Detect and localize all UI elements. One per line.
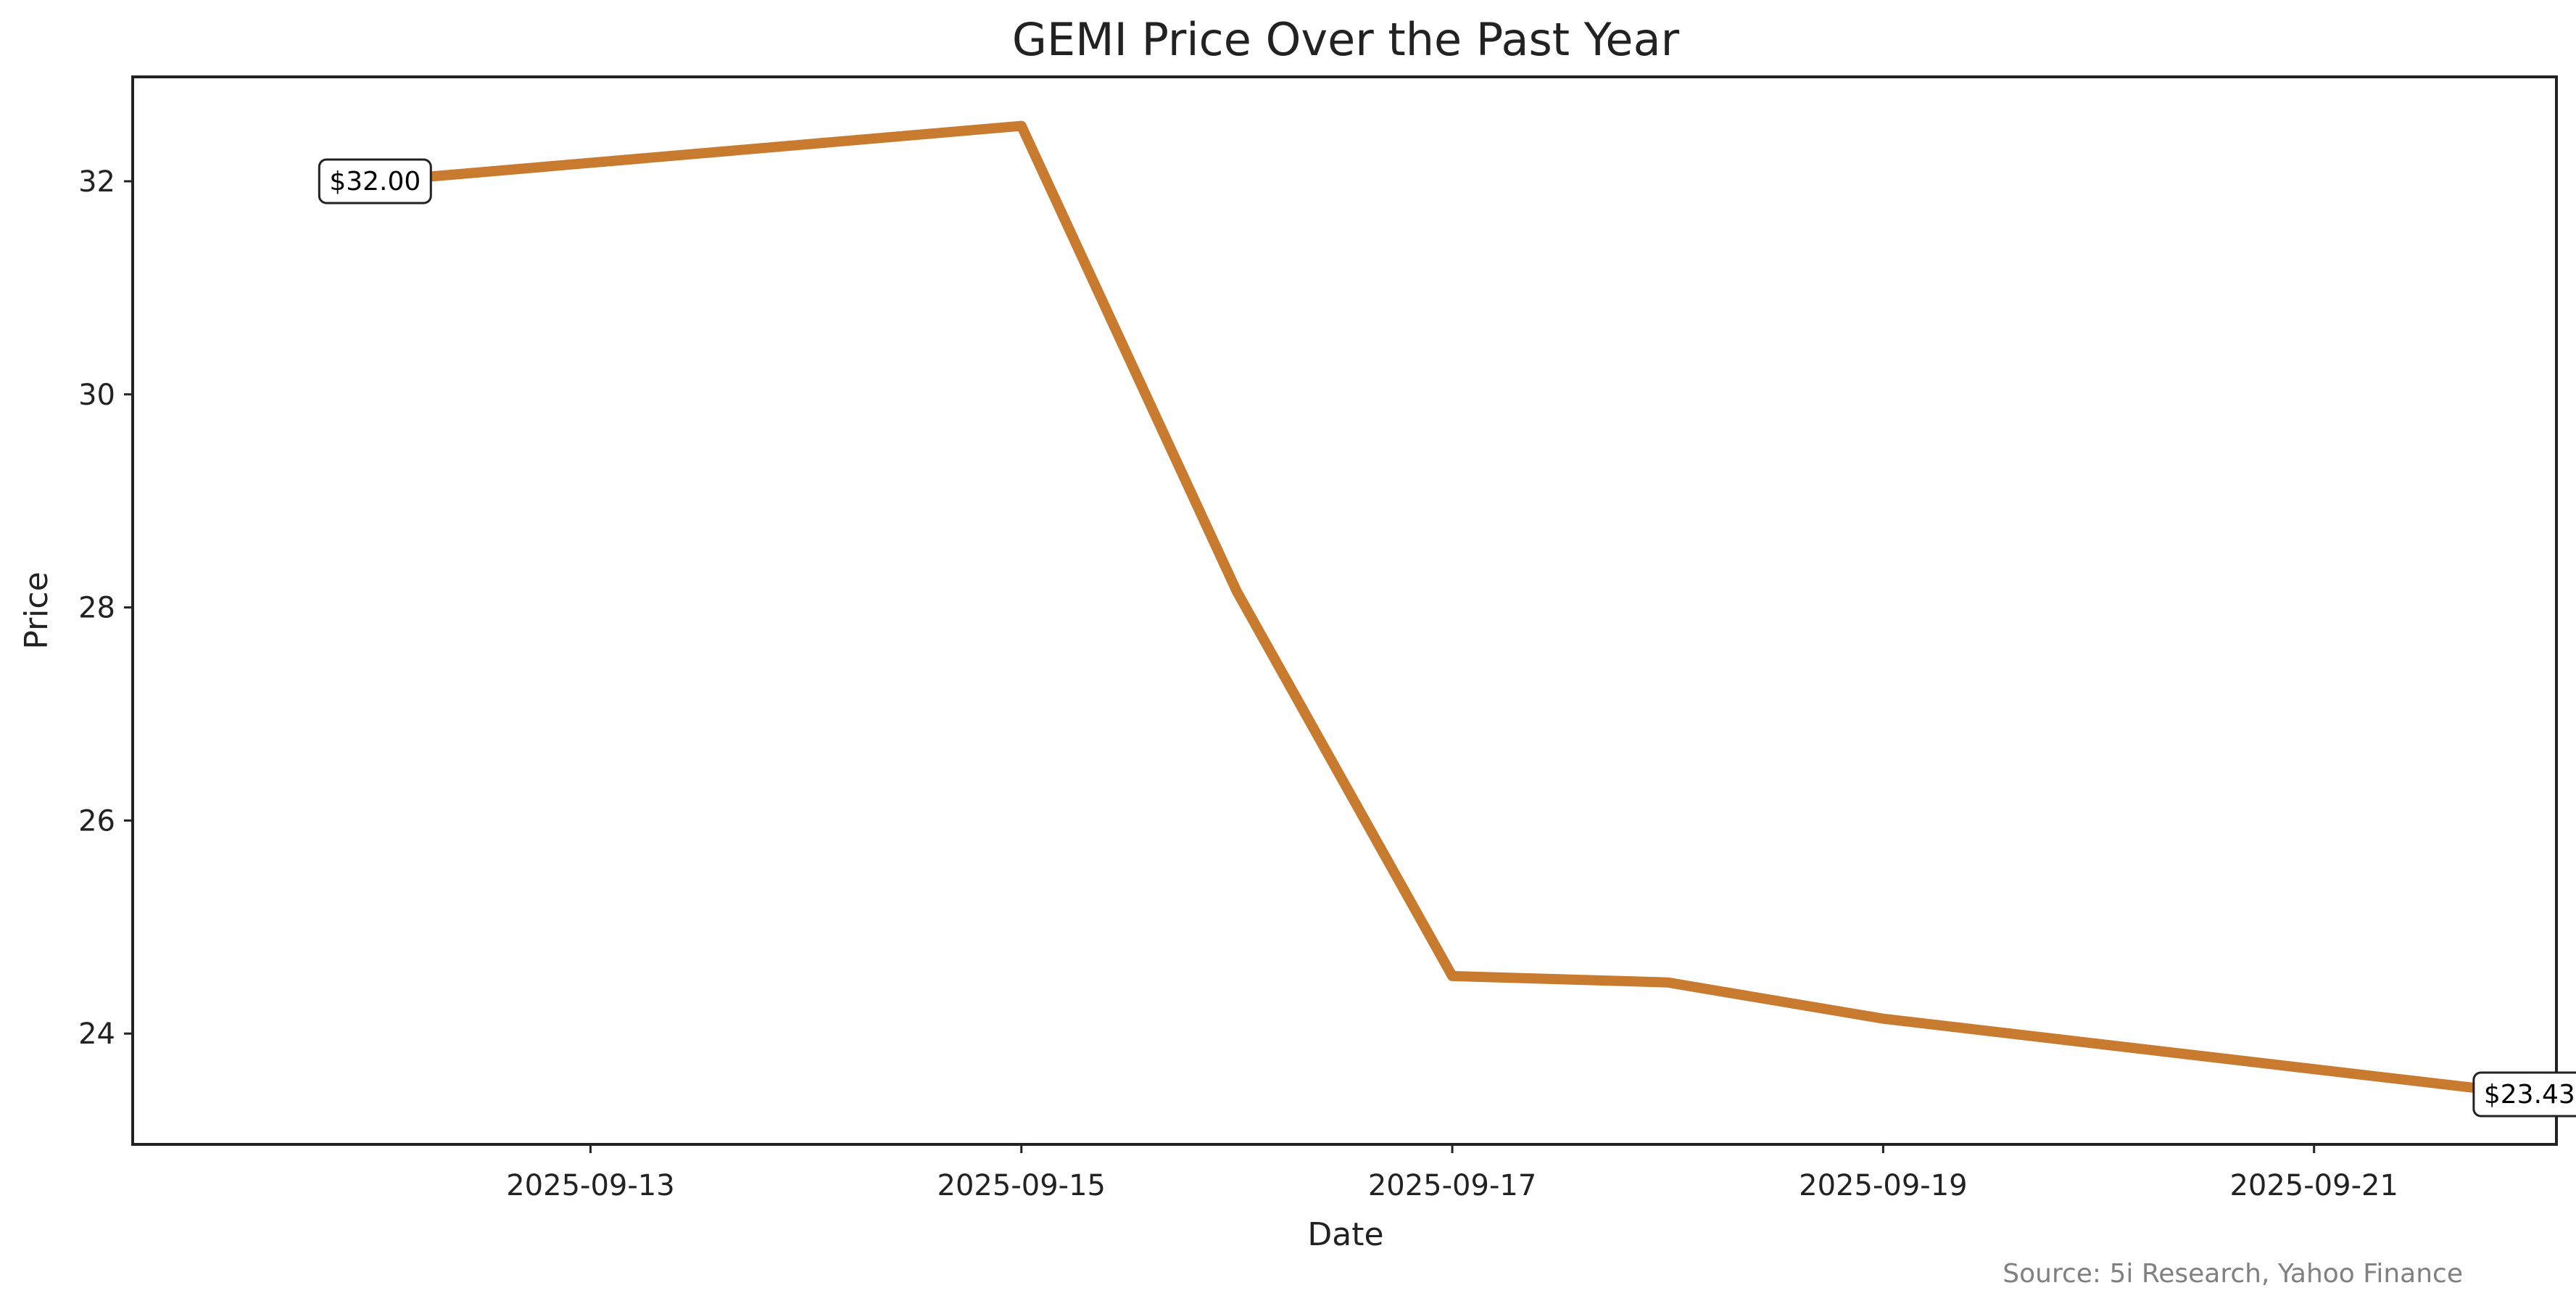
y-tick-label: 28 bbox=[78, 592, 115, 625]
price-point bbox=[1451, 975, 1453, 977]
annotation-box bbox=[2472, 1071, 2576, 1118]
x-axis-label: Date bbox=[1307, 1216, 1383, 1253]
y-tick-label: 26 bbox=[78, 804, 115, 838]
value-annotation: $23.43 bbox=[2472, 1071, 2576, 1118]
source-note: Source: 5i Research, Yahoo Finance bbox=[2003, 1259, 2463, 1289]
x-tick-label: 2025-09-13 bbox=[506, 1169, 674, 1202]
annotation-label: $23.43 bbox=[2484, 1080, 2575, 1110]
price-point bbox=[1021, 125, 1022, 127]
annotation-label: $32.00 bbox=[329, 167, 421, 197]
x-tick-label: 2025-09-21 bbox=[2229, 1169, 2398, 1202]
x-tick-label: 2025-09-19 bbox=[1799, 1169, 1967, 1202]
y-tick-label: 30 bbox=[78, 379, 115, 412]
value-annotation: $32.00 bbox=[318, 158, 432, 205]
price-point bbox=[1882, 1018, 1884, 1020]
y-tick-label: 32 bbox=[78, 165, 115, 199]
x-tick-label: 2025-09-17 bbox=[1368, 1169, 1536, 1202]
y-tick-label: 24 bbox=[78, 1017, 115, 1051]
price-point bbox=[1236, 591, 1238, 592]
x-tick-label: 2025-09-15 bbox=[937, 1169, 1106, 1202]
plot-frame bbox=[131, 75, 2558, 1146]
y-axis-label: Price bbox=[18, 571, 55, 649]
annotation-box bbox=[318, 158, 432, 205]
chart-title: GEMI Price Over the Past Year bbox=[1012, 13, 1680, 66]
